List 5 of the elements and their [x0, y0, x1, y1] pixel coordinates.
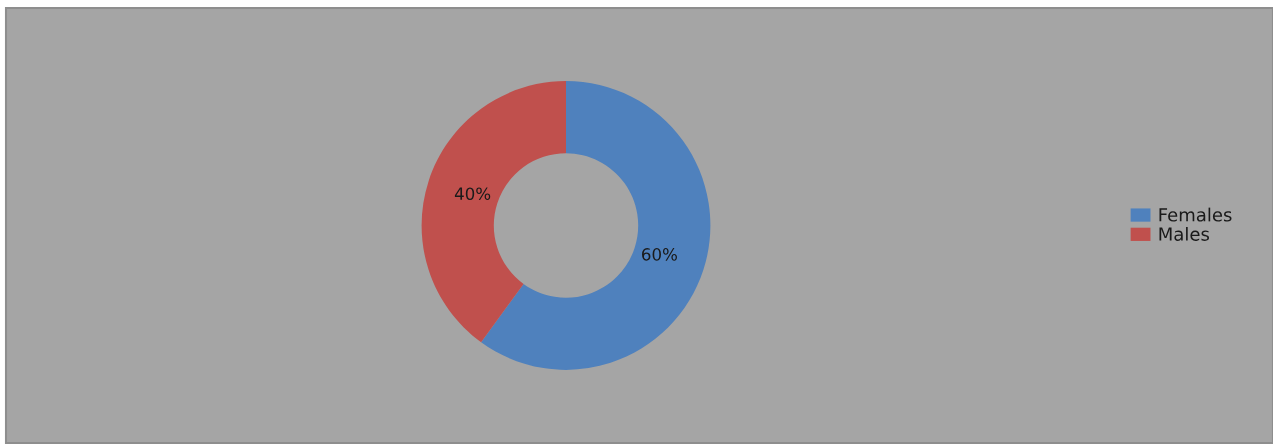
data-label: 40% — [454, 187, 491, 200]
legend-label: Females — [1159, 207, 1232, 222]
legend-label: Males — [1159, 226, 1210, 241]
donut-slice — [421, 81, 566, 343]
data-label: 60% — [642, 248, 677, 261]
